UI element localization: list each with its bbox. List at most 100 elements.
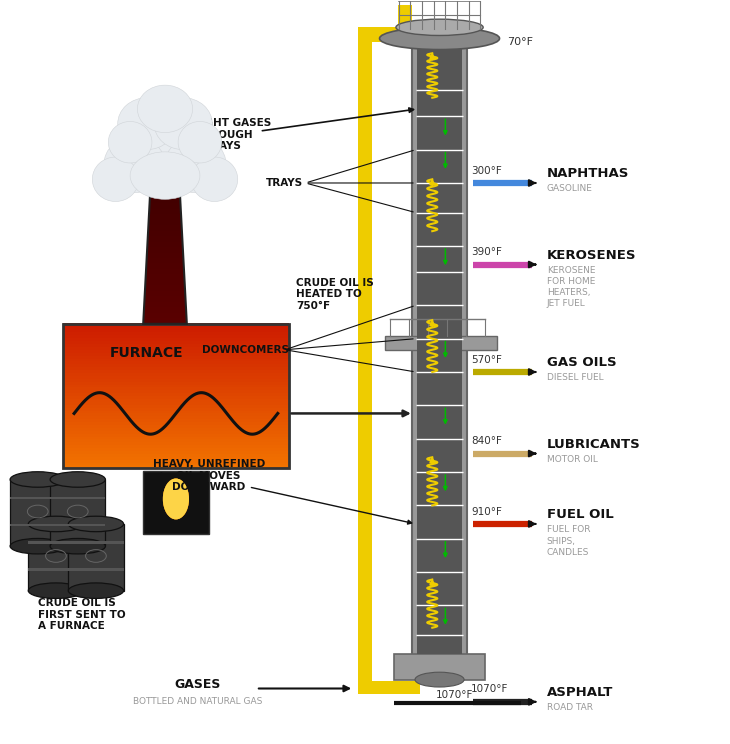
- Bar: [64, 404, 288, 408]
- Bar: [145, 279, 185, 286]
- Bar: [358, 681, 420, 694]
- Bar: [64, 413, 288, 417]
- Bar: [145, 295, 185, 302]
- Bar: [398, 5, 412, 42]
- Bar: [64, 372, 288, 376]
- Text: GAS OILS: GAS OILS: [547, 356, 616, 369]
- Bar: [64, 453, 288, 457]
- Bar: [147, 246, 183, 252]
- Bar: [144, 312, 187, 318]
- Bar: [64, 462, 288, 466]
- Bar: [64, 390, 288, 393]
- Ellipse shape: [125, 110, 205, 182]
- Bar: [64, 378, 288, 382]
- Bar: [385, 336, 497, 350]
- Ellipse shape: [50, 472, 105, 487]
- Bar: [64, 401, 288, 405]
- Text: MOTOR OIL: MOTOR OIL: [547, 455, 598, 464]
- Bar: [417, 46, 462, 654]
- Bar: [64, 369, 288, 373]
- Bar: [64, 367, 288, 370]
- Text: LUBRICANTS: LUBRICANTS: [547, 437, 640, 451]
- Text: FUEL FOR
SHIPS,
CANDLES: FUEL FOR SHIPS, CANDLES: [547, 525, 591, 557]
- Bar: [64, 364, 288, 368]
- Bar: [146, 269, 184, 275]
- Bar: [64, 355, 288, 359]
- Bar: [50, 524, 105, 526]
- Bar: [64, 361, 288, 365]
- Bar: [412, 42, 466, 658]
- Bar: [64, 349, 288, 353]
- Text: HEAVY, UNREFINED
OIL MOVES
DOWNWARD: HEAVY, UNREFINED OIL MOVES DOWNWARD: [153, 459, 265, 493]
- Bar: [143, 318, 187, 324]
- Bar: [64, 433, 288, 437]
- Bar: [64, 447, 288, 451]
- Bar: [64, 418, 288, 422]
- Bar: [64, 444, 288, 448]
- Ellipse shape: [154, 97, 212, 150]
- Bar: [64, 421, 288, 425]
- Bar: [64, 329, 288, 333]
- Bar: [64, 439, 288, 443]
- Bar: [69, 524, 123, 591]
- Bar: [64, 459, 288, 463]
- Bar: [146, 263, 184, 269]
- Ellipse shape: [92, 157, 139, 202]
- Text: GASOLINE: GASOLINE: [547, 185, 593, 193]
- Bar: [10, 524, 66, 526]
- Ellipse shape: [69, 516, 123, 532]
- Bar: [64, 436, 288, 440]
- Bar: [147, 251, 183, 258]
- Bar: [64, 384, 288, 388]
- Ellipse shape: [10, 539, 66, 554]
- Text: NAPHTHAS: NAPHTHAS: [547, 167, 629, 180]
- Text: KEROSENE
FOR HOME
HEATERS,
JET FUEL: KEROSENE FOR HOME HEATERS, JET FUEL: [547, 266, 595, 308]
- Bar: [64, 395, 288, 399]
- Ellipse shape: [104, 136, 165, 193]
- Bar: [64, 381, 288, 385]
- Bar: [150, 197, 180, 203]
- Bar: [394, 654, 485, 679]
- Bar: [145, 290, 185, 296]
- Bar: [150, 191, 180, 198]
- Text: 1070°F: 1070°F: [471, 684, 509, 694]
- Bar: [148, 230, 182, 236]
- Bar: [50, 479, 105, 546]
- Bar: [50, 497, 105, 499]
- Bar: [64, 456, 288, 460]
- Text: 390°F: 390°F: [471, 247, 502, 257]
- Bar: [147, 235, 182, 242]
- Text: LIGHTWEIGHT GASES
RISE THROUGH
THE TRAYS: LIGHTWEIGHT GASES RISE THROUGH THE TRAYS: [147, 118, 271, 152]
- Bar: [64, 326, 288, 330]
- Text: FUEL OIL: FUEL OIL: [547, 508, 613, 521]
- Bar: [64, 346, 288, 350]
- Ellipse shape: [191, 157, 238, 202]
- Ellipse shape: [415, 672, 464, 687]
- Text: GASES: GASES: [174, 679, 221, 691]
- Text: 570°F: 570°F: [471, 355, 502, 365]
- Ellipse shape: [28, 583, 83, 598]
- Bar: [148, 225, 182, 231]
- Ellipse shape: [10, 472, 66, 487]
- Bar: [64, 375, 288, 379]
- Ellipse shape: [28, 516, 83, 532]
- Bar: [149, 214, 181, 219]
- Bar: [64, 358, 288, 362]
- Ellipse shape: [163, 478, 189, 519]
- Text: ASPHALT: ASPHALT: [547, 686, 613, 699]
- Bar: [64, 430, 288, 434]
- Bar: [144, 301, 186, 307]
- Bar: [64, 465, 288, 469]
- Ellipse shape: [69, 583, 123, 598]
- Text: TRAYS: TRAYS: [266, 178, 303, 188]
- Bar: [148, 219, 182, 225]
- Bar: [145, 274, 185, 280]
- Bar: [64, 407, 288, 411]
- Bar: [144, 307, 186, 312]
- Ellipse shape: [380, 28, 499, 50]
- Text: ROAD TAR: ROAD TAR: [547, 703, 593, 712]
- Bar: [150, 202, 181, 208]
- Bar: [10, 497, 66, 499]
- Text: KEROSENES: KEROSENES: [547, 248, 637, 262]
- Bar: [64, 450, 288, 454]
